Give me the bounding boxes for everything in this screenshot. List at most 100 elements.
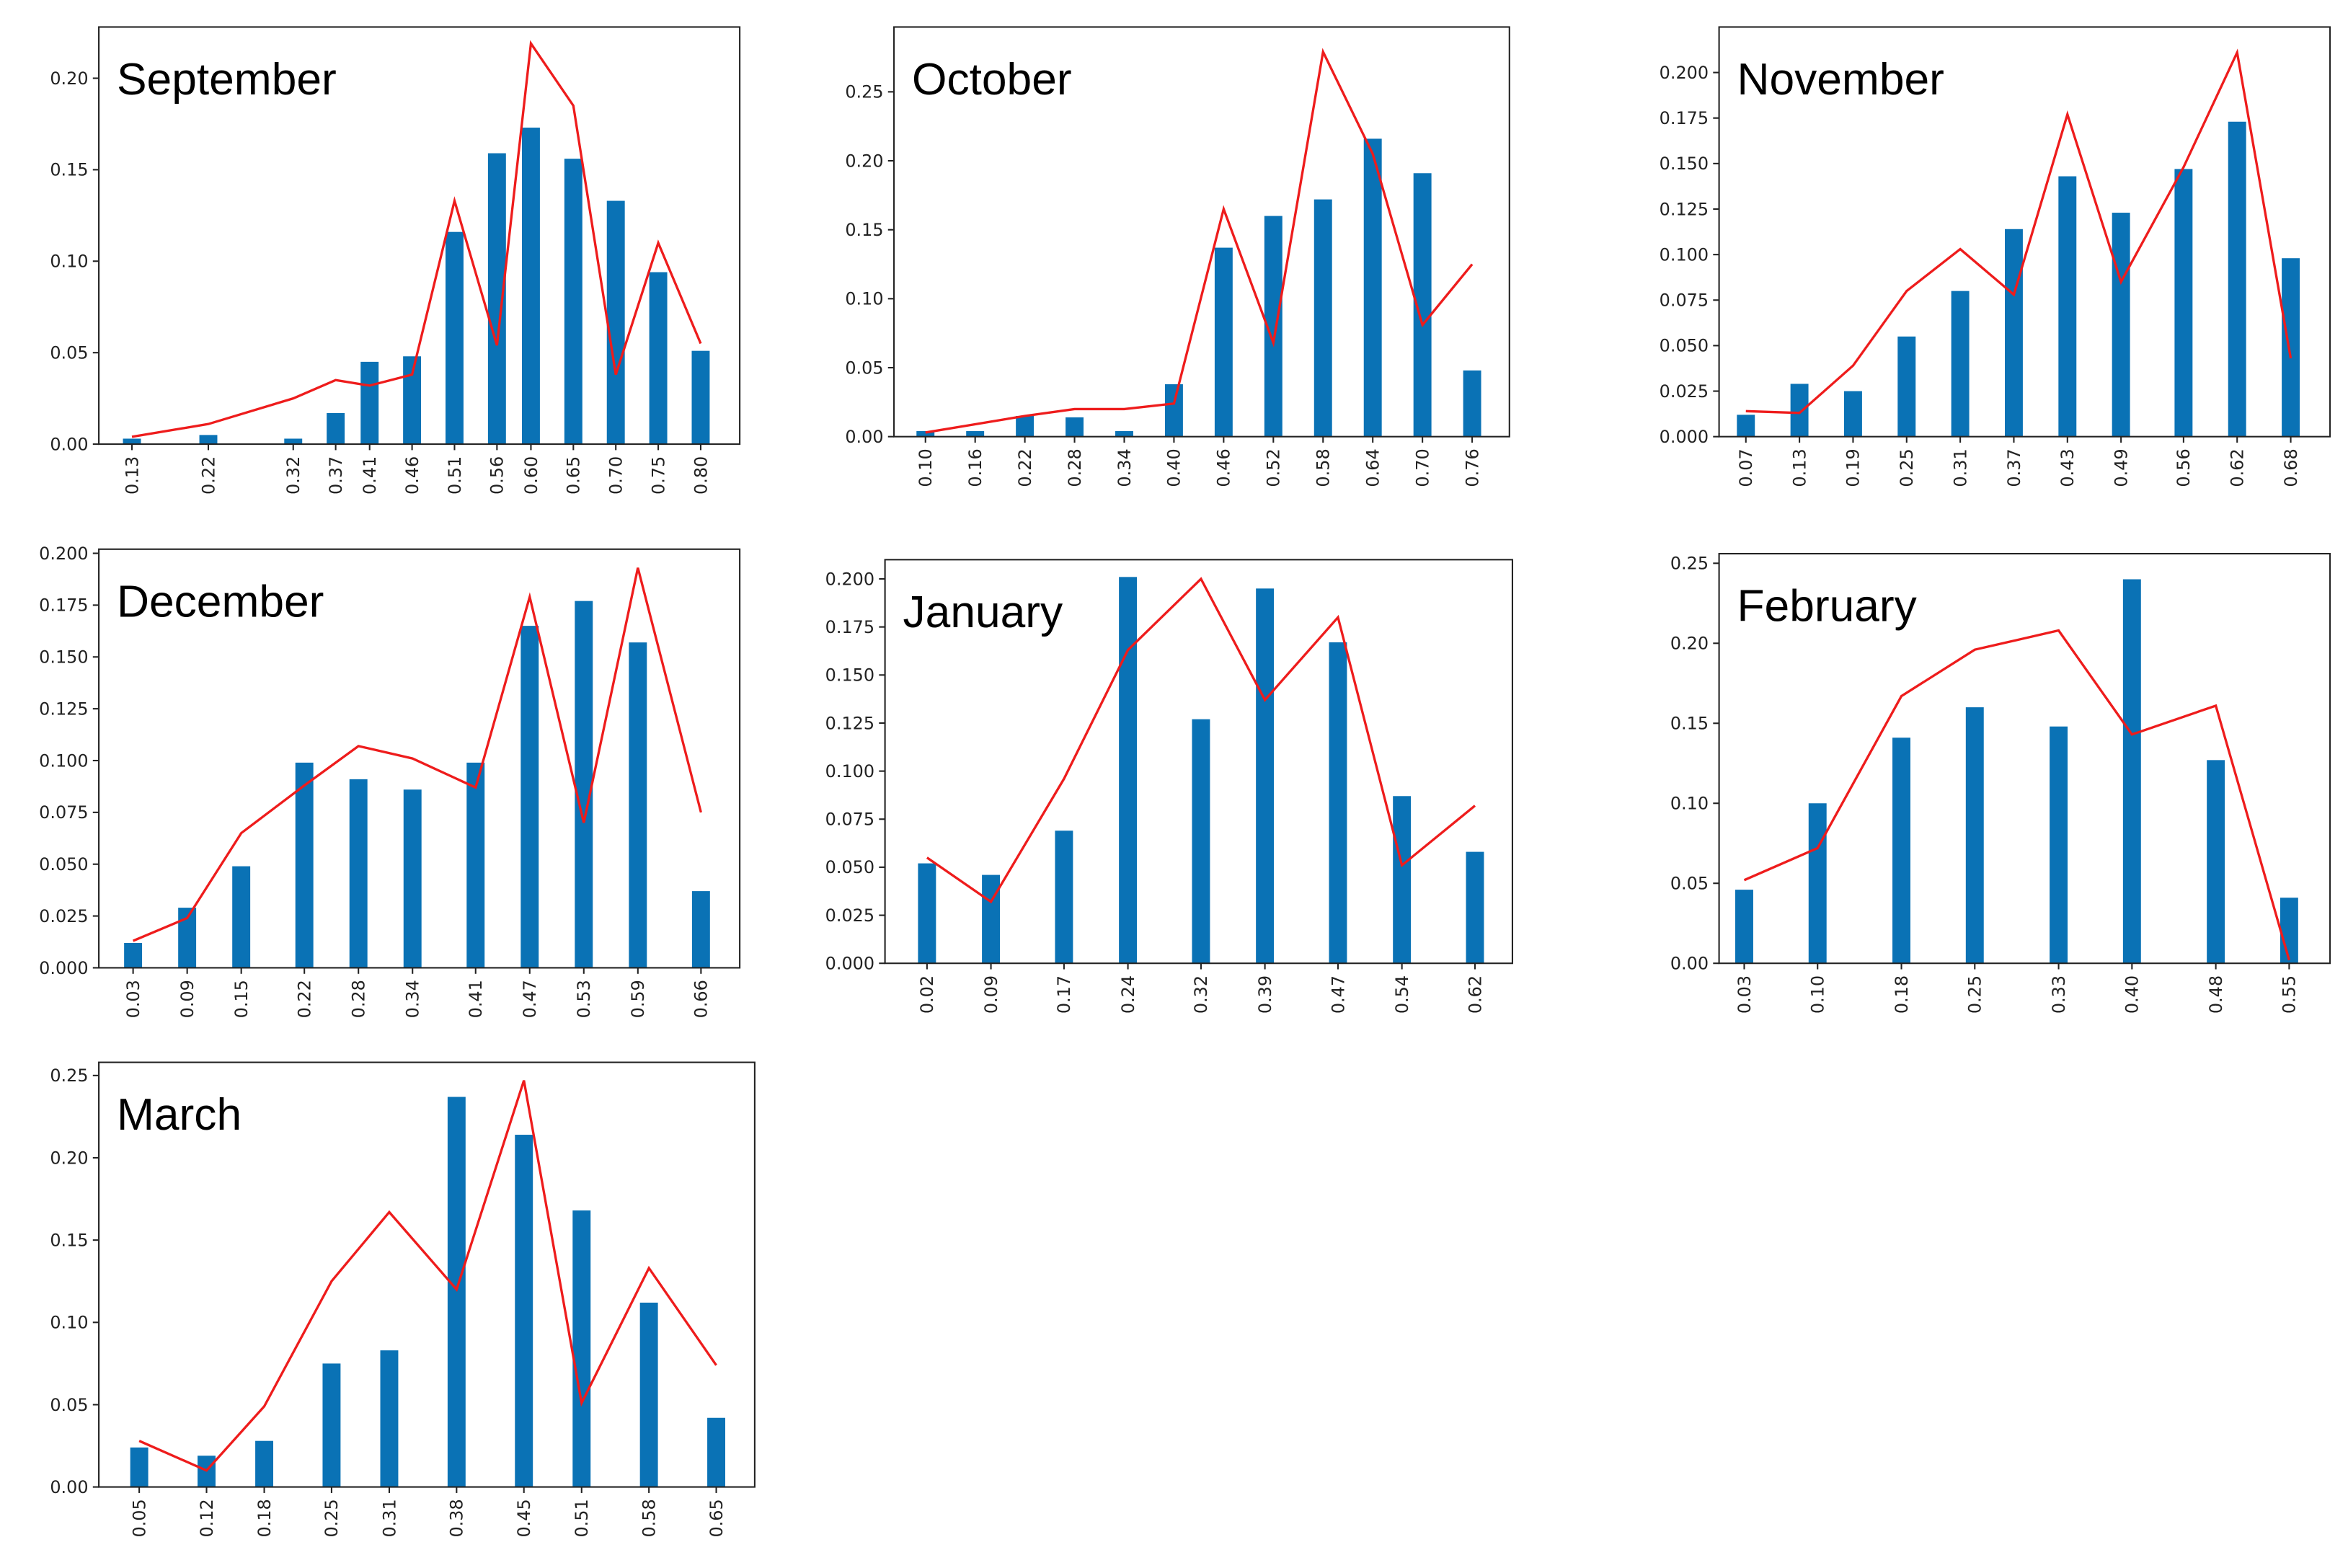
y-tick-label: 0.025: [825, 905, 874, 926]
bar: [322, 1363, 341, 1487]
x-tick-label: 0.65: [706, 1499, 727, 1537]
x-tick-label: 0.51: [572, 1499, 592, 1537]
bar: [1192, 719, 1210, 964]
x-tick-label: 0.13: [1789, 448, 1809, 487]
bar: [130, 1447, 149, 1487]
line: [1745, 48, 2292, 415]
bar: [255, 1440, 274, 1487]
y-tick-label: 0.000: [39, 958, 88, 978]
chart-title: February: [1737, 582, 1918, 632]
bar: [1790, 384, 1809, 437]
bar: [691, 891, 710, 968]
bar: [1843, 391, 1862, 437]
x-tick-label: 0.75: [648, 456, 668, 495]
chart-panel: 0.00 0.05 0.10 0.15 0.20 0.13 0.22 0.32 0.37 0.41…: [50, 26, 741, 495]
y-tick-label: 0.15: [50, 1230, 88, 1250]
y-tick-label: 0.150: [1660, 154, 1709, 174]
bar: [1951, 291, 1970, 437]
bar: [1329, 642, 1347, 964]
plot-frame: [98, 1061, 756, 1488]
y-tick-label: 0.00: [50, 434, 88, 454]
bar: [918, 863, 936, 964]
x-tick-label: 0.65: [564, 456, 584, 495]
x-tick-label: 0.54: [1392, 975, 1412, 1014]
y-tick-label: 0.00: [1670, 954, 1709, 974]
y-tick-label: 0.25: [845, 82, 883, 102]
bar: [349, 779, 368, 968]
y-tick-label: 0.05: [1670, 874, 1709, 894]
x-tick-label: 0.60: [521, 456, 541, 495]
bar: [447, 1097, 466, 1487]
x-tick-label: 0.10: [916, 448, 936, 487]
y-tick-label: 0.050: [1660, 336, 1709, 356]
y-tick-label: 0.150: [825, 665, 874, 686]
y-tick-label: 0.05: [50, 342, 88, 363]
bar: [2050, 726, 2068, 964]
bar: [1892, 738, 1910, 964]
bar: [1164, 384, 1183, 437]
x-tick-label: 0.07: [1736, 448, 1756, 487]
x-tick-label: 0.18: [1892, 975, 1912, 1014]
chart-title: November: [1737, 55, 1944, 105]
plot-frame: [1718, 552, 2331, 965]
x-tick-label: 0.25: [1965, 975, 1985, 1014]
chart-title: March: [117, 1090, 242, 1140]
plot-frame: [884, 559, 1513, 965]
x-tick-label: 0.15: [231, 980, 252, 1018]
x-tick-label: 0.12: [197, 1499, 217, 1537]
bar: [916, 431, 935, 437]
x-tick-label: 0.28: [349, 980, 369, 1018]
x-tick-label: 0.46: [402, 456, 422, 495]
x-tick-label: 0.37: [2004, 448, 2024, 487]
bar: [403, 789, 422, 968]
bar: [124, 942, 143, 968]
x-tick-label: 0.41: [466, 980, 486, 1018]
bar: [649, 272, 668, 445]
y-tick-label: 0.00: [50, 1477, 88, 1497]
y-tick-label: 0.125: [825, 713, 874, 733]
bar: [1735, 890, 1753, 964]
x-tick-label: 0.31: [1950, 448, 1970, 487]
x-tick-label: 0.22: [295, 980, 315, 1018]
x-tick-label: 0.25: [322, 1499, 342, 1537]
x-tick-label: 0.05: [129, 1499, 149, 1537]
y-tick-label: 0.05: [845, 358, 883, 378]
bar: [1313, 199, 1332, 437]
bar: [1393, 796, 1412, 964]
x-tick-label: 0.70: [1412, 448, 1432, 487]
chart-title: January: [903, 588, 1063, 637]
bar: [232, 866, 251, 968]
bar: [295, 762, 314, 968]
x-tick-label: 0.22: [198, 456, 218, 495]
bar: [284, 438, 303, 445]
x-tick-label: 0.46: [1214, 448, 1234, 487]
x-tick-label: 0.38: [447, 1499, 467, 1537]
y-tick-label: 0.20: [50, 68, 88, 89]
y-tick-label: 0.175: [39, 595, 88, 616]
bar: [1256, 588, 1275, 964]
line: [926, 577, 1476, 904]
x-tick-label: 0.34: [1115, 448, 1135, 487]
line: [138, 1080, 717, 1472]
x-tick-label: 0.32: [1191, 975, 1211, 1014]
bar: [575, 601, 593, 968]
bar: [520, 626, 539, 968]
x-tick-label: 0.53: [574, 980, 594, 1018]
y-tick-label: 0.20: [845, 151, 883, 171]
plot-frame: [98, 548, 741, 969]
y-tick-label: 0.10: [50, 1313, 88, 1333]
y-tick-label: 0.10: [1670, 794, 1709, 814]
x-tick-label: 0.41: [360, 456, 380, 495]
bar: [1965, 707, 1984, 964]
x-tick-label: 0.43: [2057, 448, 2078, 487]
y-tick-label: 0.175: [1660, 108, 1709, 128]
x-tick-label: 0.24: [1118, 975, 1138, 1014]
line: [1743, 629, 2290, 961]
x-tick-label: 0.55: [2280, 975, 2300, 1014]
y-tick-label: 0.075: [1660, 291, 1709, 311]
x-tick-label: 0.59: [628, 980, 648, 1018]
x-tick-label: 0.49: [2111, 448, 2131, 487]
bar: [2112, 213, 2130, 437]
x-tick-label: 0.80: [691, 456, 711, 495]
